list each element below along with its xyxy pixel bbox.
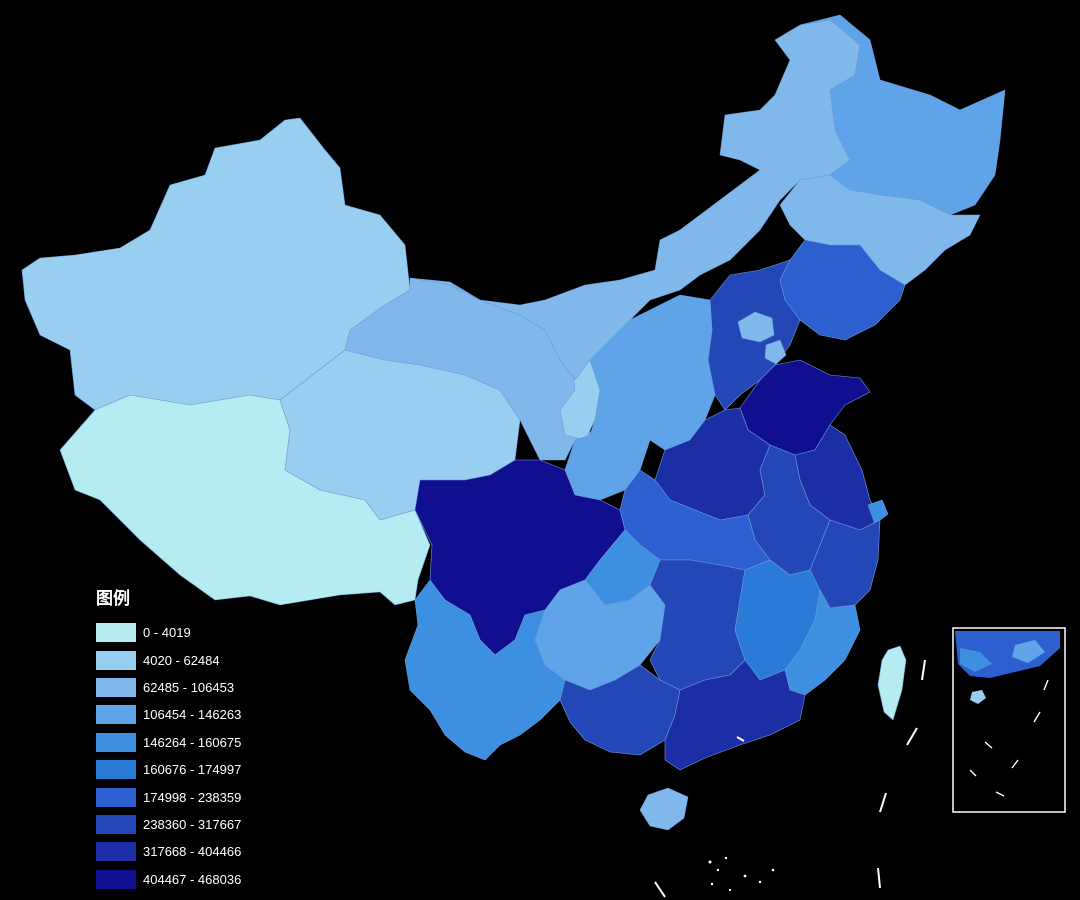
legend-item: 146264 - 160675 [96, 729, 241, 756]
legend-title: 图例 [96, 589, 130, 609]
south-china-sea-marks [654, 659, 926, 898]
legend-swatch [96, 677, 136, 697]
region-taiwan [877, 645, 907, 721]
legend-item: 62485 - 106453 [96, 674, 241, 701]
legend-item: 174998 - 238359 [96, 783, 241, 810]
legend-swatch [96, 623, 136, 643]
region-tianjin [764, 339, 787, 365]
region-beijing [737, 311, 775, 343]
region-hainan [639, 787, 689, 831]
region-hunan [649, 559, 746, 691]
legend-label: 317668 - 404466 [143, 844, 242, 860]
legend-label: 106454 - 146263 [143, 707, 242, 723]
legend-label: 160676 - 174997 [143, 762, 242, 778]
map-legend: 图例 0 - 4019 4020 - 62484 62485 - 106453 106… [96, 584, 241, 893]
legend-label: 146264 - 160675 [143, 734, 242, 750]
legend-item: 404467 - 468036 [96, 866, 241, 893]
legend-swatch [96, 760, 136, 780]
region-guangdong [664, 659, 806, 771]
legend-swatch [96, 787, 136, 807]
legend-label: 0 - 4019 [143, 625, 191, 641]
legend-item: 0 - 4019 [96, 619, 241, 646]
legend-item: 106454 - 146263 [96, 701, 241, 728]
legend-label: 4020 - 62484 [143, 652, 220, 668]
legend-rows: 0 - 4019 4020 - 62484 62485 - 106453 106454… [96, 619, 241, 893]
legend-swatch [96, 842, 136, 862]
legend-label: 174998 - 238359 [143, 789, 242, 805]
legend-swatch [96, 732, 136, 752]
region-yunnan [404, 579, 566, 761]
region-xinjiang [21, 117, 411, 411]
legend-label: 62485 - 106453 [143, 679, 235, 695]
island-dots [708, 856, 775, 892]
region-jilin [779, 174, 981, 286]
legend-item: 238360 - 317667 [96, 811, 241, 838]
legend-swatch [96, 705, 136, 725]
legend-item: 4020 - 62484 [96, 646, 241, 673]
legend-swatch [96, 869, 136, 889]
legend-label: 238360 - 317667 [143, 816, 242, 832]
legend-swatch [96, 814, 136, 834]
legend-item: 317668 - 404466 [96, 838, 241, 865]
legend-swatch [96, 650, 136, 670]
region-fujian [784, 589, 861, 696]
legend-item: 160676 - 174997 [96, 756, 241, 783]
region-shanghai [867, 499, 889, 525]
legend-label: 404467 - 468036 [143, 871, 242, 887]
inset-map [952, 627, 1066, 813]
